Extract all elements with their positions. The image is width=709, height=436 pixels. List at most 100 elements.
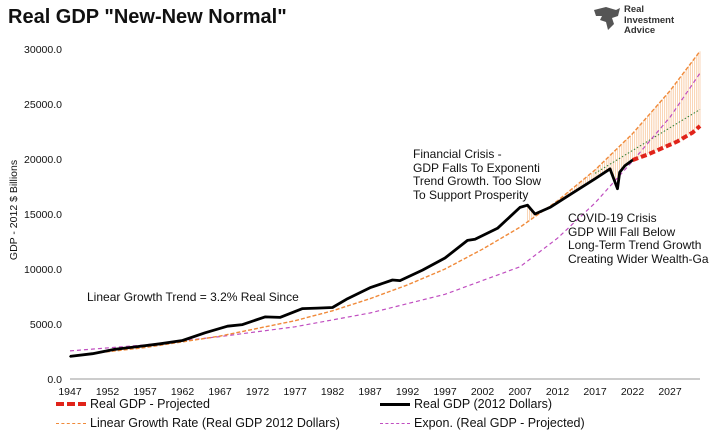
financial-line-4: To Support Prosperity <box>413 187 529 202</box>
x-tick-label: 1967 <box>208 386 232 398</box>
real-gdp-point <box>496 227 499 230</box>
x-tick-label: 1947 <box>58 386 82 398</box>
real-gdp-point <box>594 178 596 180</box>
real-gdp-point <box>609 168 611 170</box>
x-tick-label: 1972 <box>246 386 270 398</box>
x-tick-label: 2002 <box>471 386 495 398</box>
financial-line-3: Trend Growth. Too Slow <box>413 174 541 188</box>
logo-line-3: Advice <box>624 25 656 36</box>
financial-line-2: GDP Falls To Exponenti <box>413 160 540 175</box>
annotation-covid-crisis: COVID-19 Crisis GDP Will Fall Below Long… <box>568 212 709 266</box>
real-gdp-point <box>331 306 334 309</box>
axis-layer: 0.0 5000.0 10000.0 15000.0 20000.0 25000.0 300… <box>24 44 700 398</box>
series-real-gdp-line <box>69 158 634 358</box>
real-gdp-point <box>519 206 521 209</box>
legend-swatch-real <box>380 402 410 406</box>
covid-line-3: Long-Term Trend Growth <box>568 238 702 252</box>
annotation-linear-trend: Linear Growth Trend = 3.2% Real Since 1 <box>87 291 302 305</box>
legend-swatch-linear <box>56 422 86 424</box>
y-tick-label: 30000.0 <box>24 44 62 56</box>
legend-label-projected: Real GDP - Projected <box>90 397 210 411</box>
covid-line-1: COVID-19 Crisis <box>568 212 657 225</box>
real-gdp-point <box>204 332 206 334</box>
real-gdp-point <box>114 348 116 351</box>
real-gdp-point <box>159 343 161 345</box>
real-gdp-point <box>69 355 71 358</box>
x-tick-label: 1992 <box>396 386 420 398</box>
x-tick-label: 2012 <box>546 386 570 398</box>
real-gdp-point <box>526 204 529 206</box>
x-tick-label: 1957 <box>133 386 157 398</box>
real-gdp-point <box>616 187 619 190</box>
legend-item-expon: Expon. (Real GDP - Projected) <box>380 416 585 430</box>
eagle-icon <box>594 7 620 30</box>
real-gdp-point <box>618 171 621 173</box>
x-tick-label: 2007 <box>508 386 532 398</box>
legend-label-real: Real GDP (2012 Dollars) <box>414 397 553 411</box>
real-gdp-point <box>316 307 319 309</box>
real-gdp-point <box>571 192 574 194</box>
logo-text: Real Investment Advice <box>624 4 675 37</box>
y-tick-label: 0.0 <box>47 374 62 386</box>
real-gdp-point <box>466 239 469 242</box>
chart-title: Real GDP "New-New Normal" <box>8 6 287 28</box>
legend-swatch-expon <box>380 422 410 424</box>
y-tick-label: 10000.0 <box>24 264 62 276</box>
legend-item-linear: Linear Growth Rate (Real GDP 2012 Dollar… <box>56 416 340 430</box>
series-projected-line <box>631 124 702 162</box>
real-gdp-point <box>391 279 394 281</box>
covid-line-4: Creating Wider Wealth-Ga <box>568 251 709 266</box>
logo-line-2: Investment <box>624 14 675 26</box>
y-tick-label: 15000.0 <box>24 209 62 221</box>
y-tick-label: 25000.0 <box>24 99 62 111</box>
y-tick-label: 5000.0 <box>30 319 62 331</box>
annotation-linear-text: Linear Growth Trend = 3.2% Real Since 1 <box>87 291 302 304</box>
real-gdp-point <box>421 269 424 271</box>
series-linear-line <box>69 50 701 357</box>
x-tick-label: 1952 <box>96 386 120 398</box>
logo-line-1: Real <box>624 4 645 15</box>
x-tick-label: 1977 <box>283 386 307 398</box>
x-tick-label: 2027 <box>658 386 682 398</box>
real-gdp-point <box>279 316 281 319</box>
real-gdp-point <box>534 213 536 215</box>
real-gdp-point <box>444 257 446 259</box>
x-tick-label: 1982 <box>321 386 345 398</box>
financial-line-1: Financial Crisis - <box>413 148 502 161</box>
real-gdp-point <box>399 279 401 282</box>
trend-dotted-line <box>594 109 701 174</box>
x-tick-label: 2017 <box>583 386 607 398</box>
x-tick-label: 1962 <box>171 386 195 398</box>
legend-swatch-projected <box>56 402 86 406</box>
x-tick-label: 1997 <box>433 386 457 398</box>
real-gdp-point <box>264 316 266 318</box>
real-gdp-point <box>241 323 244 326</box>
company-logo: Real Investment Advice <box>592 4 702 40</box>
fan-layer <box>527 51 701 222</box>
y-axis-label: GDP - 2012 $ Billions <box>8 160 20 260</box>
x-tick-label: 2022 <box>621 386 645 398</box>
legend-label-expon: Expon. (Real GDP - Projected) <box>414 416 585 430</box>
gdp-chart: 0.0 5000.0 10000.0 15000.0 20000.0 25000.0 300… <box>8 44 702 398</box>
real-gdp-point <box>549 206 551 209</box>
chart-legend: Real GDP - Projected Real GDP (2012 Doll… <box>0 390 709 436</box>
series-layer <box>69 50 702 358</box>
legend-label-linear: Linear Growth Rate (Real GDP 2012 Dollar… <box>90 416 340 430</box>
real-gdp-point <box>91 352 94 355</box>
real-gdp-point <box>136 345 139 348</box>
real-gdp-point <box>346 297 349 300</box>
real-gdp-point <box>474 238 476 241</box>
x-tick-label: 1987 <box>358 386 382 398</box>
covid-line-2: GDP Will Fall Below <box>568 224 676 239</box>
series-expon-line <box>69 72 701 352</box>
real-gdp-point <box>226 325 229 328</box>
real-gdp-point <box>181 339 184 342</box>
y-tick-label: 20000.0 <box>24 154 62 166</box>
real-gdp-point <box>631 159 634 161</box>
legend-item-projected: Real GDP - Projected <box>56 397 210 411</box>
real-gdp-point <box>624 164 626 167</box>
annotation-financial-crisis: Financial Crisis - GDP Falls To Exponent… <box>413 148 541 202</box>
legend-item-real: Real GDP (2012 Dollars) <box>380 397 552 411</box>
real-gdp-point <box>301 307 304 310</box>
real-gdp-point <box>369 286 371 289</box>
